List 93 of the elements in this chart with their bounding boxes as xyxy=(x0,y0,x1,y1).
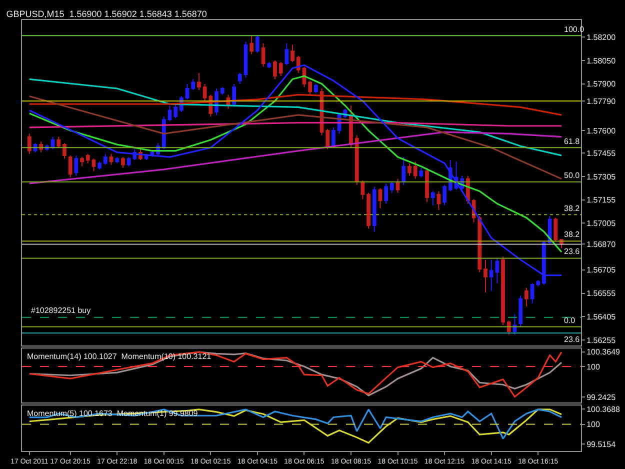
candlestick xyxy=(390,181,394,194)
candlestick xyxy=(506,320,511,336)
y-tick-label: 1.56705 xyxy=(586,266,616,275)
candlestick xyxy=(168,105,172,122)
candlestick xyxy=(80,156,84,167)
candlestick xyxy=(518,295,523,328)
candlestick xyxy=(103,153,108,166)
line-series xyxy=(28,131,562,184)
annotation: #102892251 buy xyxy=(31,306,91,315)
annotation: 61.8 xyxy=(564,137,580,146)
candlestick xyxy=(419,167,424,178)
line-series xyxy=(28,95,562,180)
candlestick xyxy=(501,256,505,326)
candlestick xyxy=(314,83,318,94)
candlestick xyxy=(68,154,72,178)
y-tick-label: 1.58200 xyxy=(586,32,616,42)
annotation: 0.0 xyxy=(564,316,576,325)
candlestick xyxy=(290,44,294,63)
candlestick xyxy=(261,42,266,68)
candlestick xyxy=(232,83,236,106)
y-tick-label: 1.57600 xyxy=(586,126,616,136)
candlestick xyxy=(267,62,272,69)
candlestick xyxy=(354,134,359,186)
candlestick xyxy=(256,35,260,54)
candlestick xyxy=(278,62,283,77)
candlestick xyxy=(121,156,125,168)
y-tick-label: 1.57155 xyxy=(586,196,616,205)
candlestick xyxy=(86,153,90,164)
candlestick xyxy=(402,156,406,186)
candlestick xyxy=(378,188,382,209)
candlestick xyxy=(174,104,178,119)
candlestick xyxy=(442,184,446,206)
annotation: 23.6 xyxy=(564,335,580,344)
line-series xyxy=(28,94,562,116)
candlestick xyxy=(74,154,78,176)
y-tick-label: 100.3649 xyxy=(586,348,621,357)
candlestick xyxy=(436,190,441,210)
line-series xyxy=(28,78,562,156)
candlestick xyxy=(372,186,376,232)
annotation: 50.0 xyxy=(564,171,580,180)
candlestick xyxy=(408,162,412,176)
chart-title: GBPUSD,M15 1.56900 1.56902 1.56843 1.56870 xyxy=(6,9,207,20)
candlestick xyxy=(98,161,102,170)
candlestick xyxy=(126,156,131,167)
candlestick xyxy=(109,153,114,166)
candlestick xyxy=(115,156,120,164)
candlestick xyxy=(62,142,66,160)
candlestick xyxy=(326,128,330,150)
candlestick xyxy=(430,190,435,206)
annotation: 38.2 xyxy=(564,230,580,239)
y-tick-label: 1.56405 xyxy=(586,312,616,322)
candlestick xyxy=(384,182,388,204)
candlestick xyxy=(530,282,534,304)
y-tick-label: 100.3688 xyxy=(586,404,621,414)
annotation: 38.2 xyxy=(564,204,580,213)
candlestick xyxy=(197,72,201,91)
candlestick xyxy=(244,41,248,78)
y-tick-label: 1.58050 xyxy=(586,56,616,66)
y-tick-label: 1.56555 xyxy=(586,289,616,298)
candlestick xyxy=(536,280,540,287)
candlestick xyxy=(238,72,242,84)
candlestick xyxy=(284,42,289,66)
y-tick-label: 1.57305 xyxy=(586,172,616,182)
candlestick xyxy=(27,133,32,154)
candlestick xyxy=(413,161,418,180)
y-tick-label: 100 xyxy=(586,420,600,430)
candlestick xyxy=(220,86,224,96)
candlestick xyxy=(489,259,494,292)
candlestick xyxy=(191,78,196,91)
candlestick xyxy=(425,167,429,203)
candlestick xyxy=(273,60,277,80)
y-tick-label: 100 xyxy=(586,362,600,372)
y-tick-label: 1.56870 xyxy=(586,240,616,249)
candlestick xyxy=(484,259,488,293)
candlestick xyxy=(185,83,190,100)
line-series xyxy=(28,75,562,253)
candlestick xyxy=(250,35,254,55)
y-tick-label: 1.57900 xyxy=(586,80,616,89)
candlestick xyxy=(92,158,96,172)
candlestick xyxy=(366,192,370,230)
candlestick xyxy=(56,136,61,148)
y-tick-label: 1.57005 xyxy=(586,218,616,228)
y-tick-label: 99.2425 xyxy=(586,392,616,402)
candlestick xyxy=(524,287,528,307)
candlestick xyxy=(512,314,517,336)
y-tick-label: 1.57455 xyxy=(586,148,616,158)
y-tick-label: 1.56255 xyxy=(586,336,616,345)
y-tick-label: 99.5154 xyxy=(586,440,616,449)
candlestick xyxy=(554,217,558,242)
y-tick-label: 1.57790 xyxy=(586,96,616,106)
candlestick xyxy=(308,80,312,96)
candlestick xyxy=(495,258,500,284)
annotation: 23.6 xyxy=(564,247,580,256)
